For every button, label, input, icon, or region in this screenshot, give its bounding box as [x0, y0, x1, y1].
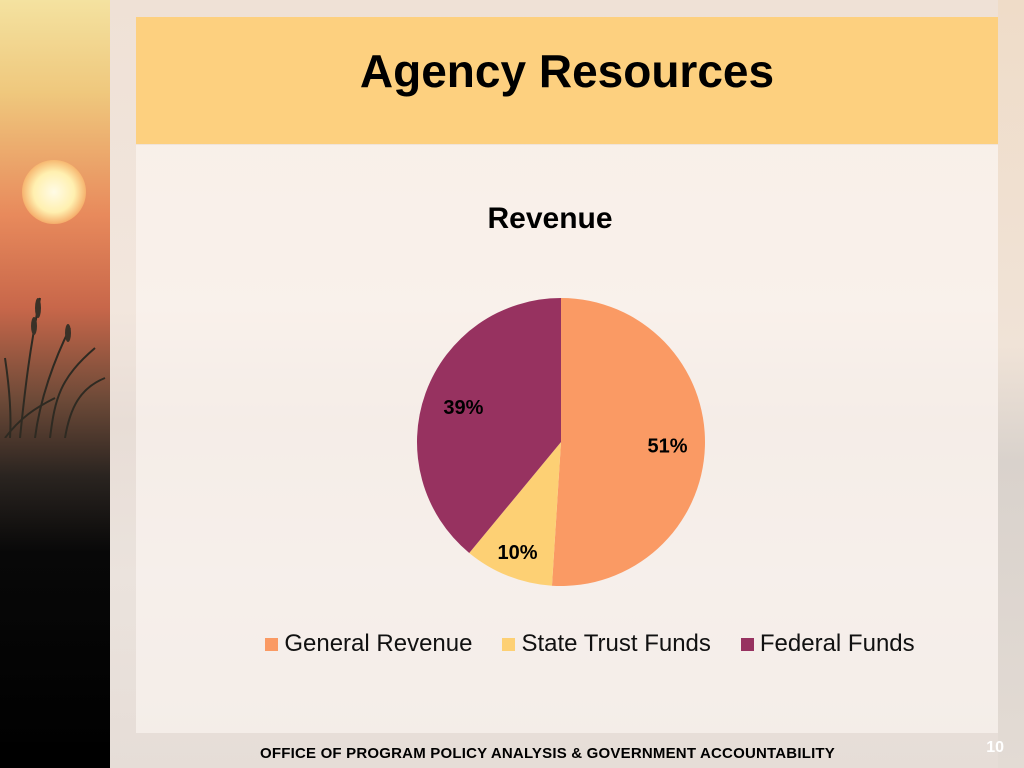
- legend-label: General Revenue: [284, 630, 473, 657]
- page-number: 10: [986, 739, 1004, 756]
- chart-title: Revenue: [487, 202, 613, 235]
- legend-label: Federal Funds: [759, 630, 915, 657]
- slide-title: Agency Resources: [359, 44, 775, 97]
- legend-item-state-trust-funds: State Trust Funds: [502, 630, 711, 658]
- footer-text: OFFICE OF PROGRAM POLICY ANALYSIS & GOVE…: [260, 745, 836, 762]
- footer-left-block: [0, 742, 110, 768]
- sun-decoration: [22, 160, 86, 224]
- legend-label: State Trust Funds: [521, 630, 711, 657]
- left-decorative-strip: [0, 0, 110, 768]
- chart-legend: General Revenue State Trust Funds Federal …: [230, 630, 950, 658]
- grass-decoration: [4, 297, 106, 438]
- legend-swatch: [265, 637, 279, 651]
- legend-swatch: [740, 637, 754, 651]
- right-decorative-edge: [998, 0, 1024, 768]
- legend-item-general-revenue: General Revenue: [265, 630, 472, 658]
- legend-swatch: [502, 637, 516, 651]
- title-bar: Agency Resources: [136, 17, 998, 144]
- legend-item-federal-funds: Federal Funds: [740, 630, 915, 658]
- footer: OFFICE OF PROGRAM POLICY ANALYSIS & GOVE…: [0, 739, 1024, 768]
